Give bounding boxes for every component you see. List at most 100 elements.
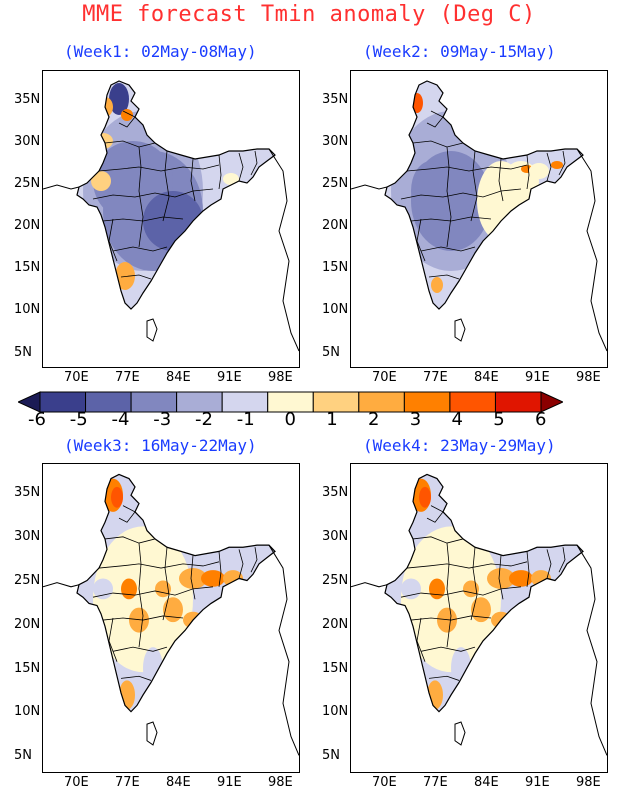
state-boundary bbox=[250, 547, 258, 573]
lat-5n-label: 5N bbox=[14, 748, 32, 764]
state-boundary bbox=[420, 646, 476, 652]
sri-lanka-outline bbox=[454, 318, 466, 342]
lat-10n-label: 10N bbox=[14, 704, 41, 720]
state-boundary bbox=[238, 549, 244, 579]
colorbar-tick-label: 1 bbox=[326, 409, 338, 430]
lon-70e-label: 70E bbox=[372, 775, 397, 790]
map-panel-week1 bbox=[42, 70, 300, 368]
state-boundary bbox=[558, 547, 566, 573]
state-boundary bbox=[112, 246, 168, 252]
colorbar-tick-label: -3 bbox=[153, 409, 172, 430]
colorbar-max-arrow bbox=[540, 391, 563, 413]
map-panel-week2 bbox=[350, 70, 608, 368]
sri-lanka-outline bbox=[146, 721, 158, 746]
lat-30n-label: 30N bbox=[322, 528, 349, 544]
state-boundary bbox=[98, 164, 220, 172]
state-boundary bbox=[238, 152, 244, 182]
state-boundary bbox=[446, 146, 452, 248]
map-panel-week4 bbox=[350, 463, 608, 773]
state-boundary bbox=[250, 150, 258, 176]
state-boundary bbox=[190, 158, 196, 202]
state-boundary bbox=[498, 158, 504, 202]
lon-98e-label: 98E bbox=[268, 775, 293, 790]
state-boundary bbox=[410, 615, 492, 621]
anomaly-patch bbox=[487, 568, 515, 589]
lat-15n-label: 15N bbox=[14, 660, 41, 676]
lon-70e-label: 70E bbox=[372, 370, 397, 385]
lat-15n-label: 15N bbox=[322, 260, 349, 276]
lon-70e-label: 70E bbox=[64, 775, 89, 790]
coastline bbox=[576, 148, 607, 352]
anomaly-patch bbox=[115, 262, 135, 290]
anomaly-patch bbox=[121, 578, 137, 600]
colorbar-tick-label: -5 bbox=[69, 409, 88, 430]
anomaly-patch bbox=[179, 568, 207, 589]
state-boundary bbox=[138, 146, 144, 248]
anomaly-patch bbox=[111, 486, 123, 508]
lon-70e-label: 70E bbox=[64, 370, 89, 385]
anomaly-patch bbox=[419, 486, 431, 508]
state-boundary bbox=[118, 110, 136, 128]
sri-lanka-outline bbox=[454, 721, 466, 746]
colorbar-tick-label: 4 bbox=[451, 409, 463, 430]
coastline bbox=[268, 544, 299, 756]
anomaly-patch bbox=[551, 161, 563, 169]
anomaly-patch bbox=[91, 171, 111, 191]
anomaly-patch bbox=[451, 647, 471, 689]
lon-91e-label: 91E bbox=[217, 775, 242, 790]
state-boundary bbox=[428, 675, 460, 681]
lon-84e-label: 84E bbox=[166, 370, 191, 385]
lat-25n-label: 25N bbox=[322, 176, 349, 192]
india-boundary bbox=[384, 80, 584, 310]
anomaly-patch bbox=[223, 173, 239, 185]
state-boundary bbox=[190, 555, 196, 600]
lat-5n-label: 5N bbox=[322, 748, 340, 764]
state-boundary bbox=[426, 505, 444, 523]
coastline bbox=[43, 184, 80, 190]
coastline bbox=[351, 582, 388, 588]
state-boundary bbox=[104, 140, 156, 148]
lat-10n-label: 10N bbox=[322, 704, 349, 720]
state-boundary bbox=[120, 274, 152, 280]
anomaly-patch bbox=[143, 191, 203, 251]
sri-lanka-outline bbox=[146, 318, 158, 342]
colorbar bbox=[18, 391, 563, 413]
state-boundary bbox=[558, 150, 566, 176]
colorbar-tick-label: -2 bbox=[195, 409, 213, 430]
state-boundary bbox=[526, 154, 530, 190]
lat-25n-label: 25N bbox=[322, 572, 349, 588]
lon-84e-label: 84E bbox=[474, 370, 499, 385]
anomaly-patch bbox=[479, 640, 503, 662]
lat-15n-label: 15N bbox=[322, 660, 349, 676]
anomaly-patch bbox=[429, 578, 445, 600]
lon-77e-label: 77E bbox=[423, 775, 448, 790]
state-boundary bbox=[446, 543, 452, 648]
colorbar-tick-label: -6 bbox=[28, 409, 46, 430]
lon-77e-label: 77E bbox=[115, 370, 140, 385]
colorbar-swatch bbox=[358, 391, 405, 413]
coastline bbox=[43, 582, 80, 588]
panel-title-week3: (Week3: 16May-22May) bbox=[64, 436, 257, 455]
lon-98e-label: 98E bbox=[576, 370, 601, 385]
lat-15n-label: 15N bbox=[14, 260, 41, 276]
figure-title: MME forecast Tmin anomaly (Deg C) bbox=[82, 2, 536, 27]
state-boundary bbox=[138, 543, 144, 648]
lat-20n-label: 20N bbox=[322, 218, 349, 234]
colorbar-tick-label: 2 bbox=[368, 409, 380, 430]
map-panel-week3 bbox=[42, 463, 300, 773]
colorbar-tick-label: 5 bbox=[493, 409, 505, 430]
state-boundary bbox=[498, 555, 504, 600]
lat-35n-label: 35N bbox=[322, 485, 349, 500]
panel-title-week1: (Week1: 02May-08May) bbox=[64, 42, 257, 61]
lon-77e-label: 77E bbox=[423, 370, 448, 385]
state-boundary bbox=[218, 154, 222, 190]
lon-77e-label: 77E bbox=[115, 775, 140, 790]
lat-35n-label: 35N bbox=[14, 485, 41, 500]
colorbar-tick-label: -4 bbox=[111, 409, 130, 430]
lat-30n-label: 30N bbox=[322, 134, 349, 150]
state-boundary bbox=[102, 615, 184, 621]
lat-35n-label: 35N bbox=[322, 92, 349, 107]
state-boundary bbox=[120, 675, 152, 681]
panel-title-week2: (Week2: 09May-15May) bbox=[363, 42, 556, 61]
state-boundary bbox=[546, 152, 552, 182]
